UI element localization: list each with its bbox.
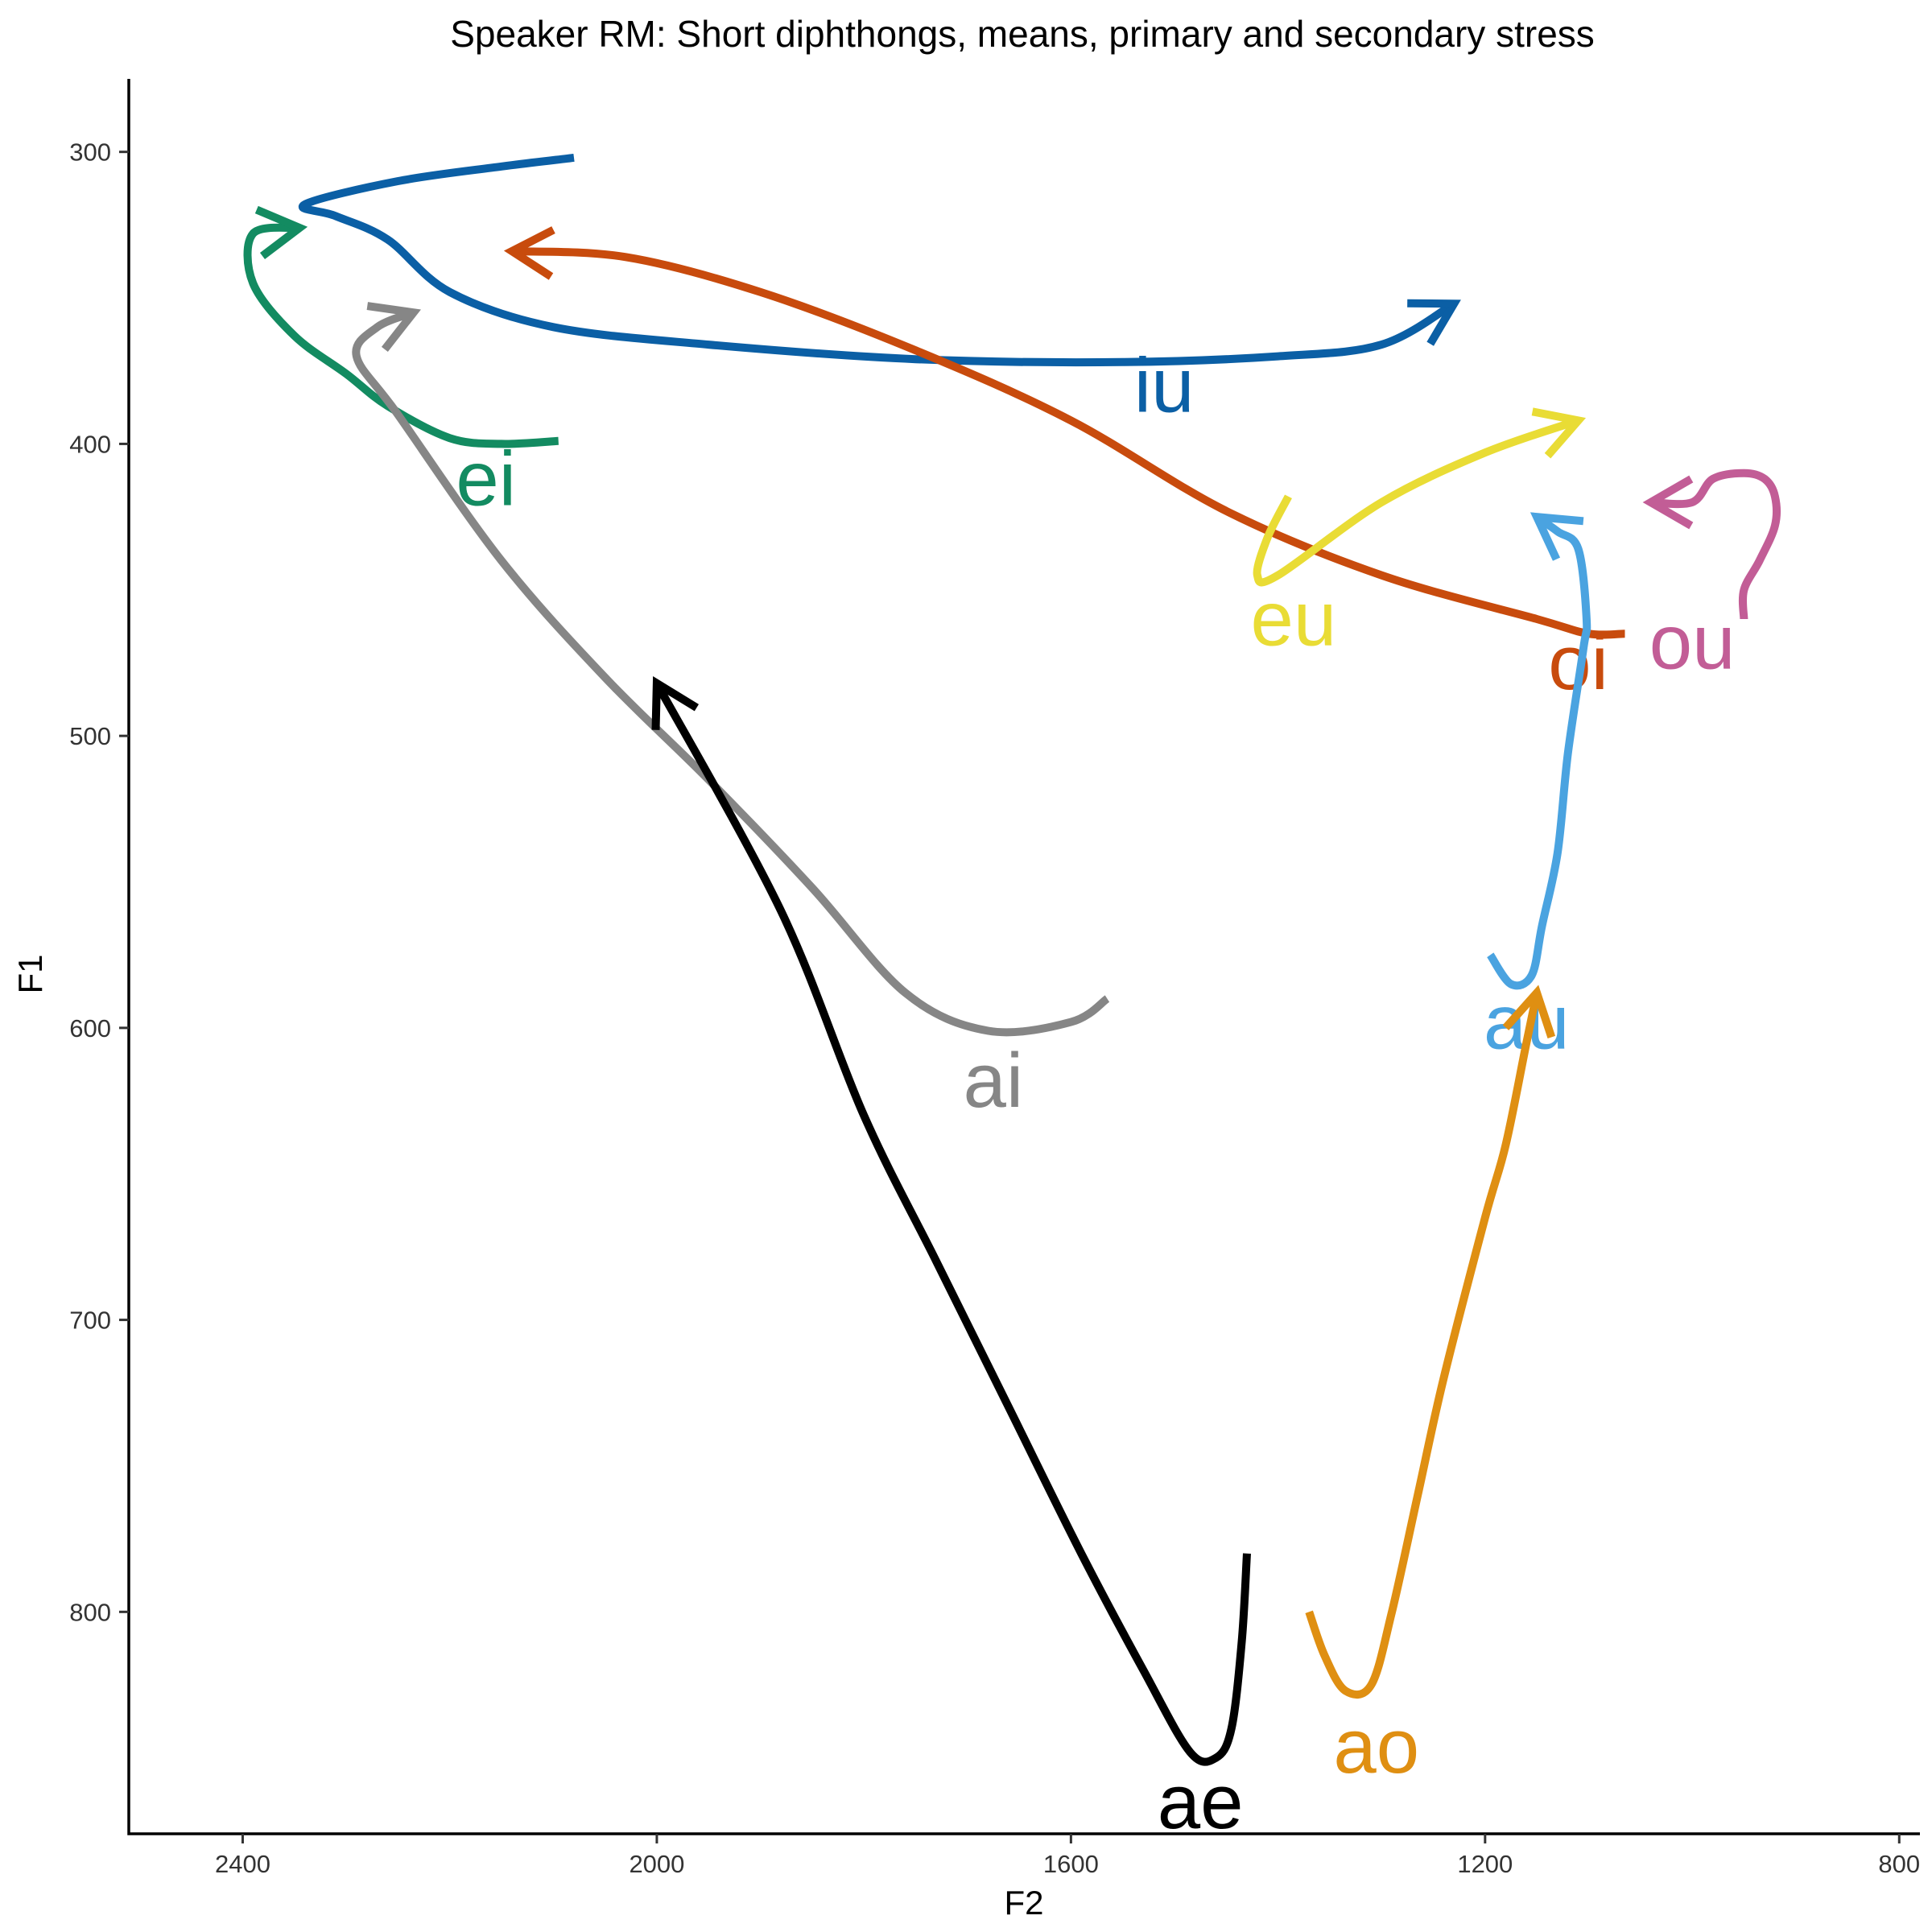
- x-axis-title: F2: [1004, 1884, 1043, 1922]
- x-tick-label: 2400: [215, 1850, 270, 1878]
- arrowhead-ao: [1502, 985, 1556, 1038]
- series-eu: eu: [1251, 407, 1587, 663]
- label-ai: ai: [964, 1038, 1024, 1124]
- arrowhead-eu: [1531, 407, 1587, 459]
- arrowhead-iu: [1407, 299, 1461, 346]
- series-iu: iu: [298, 153, 1461, 428]
- y-tick-label: 700: [69, 1307, 111, 1335]
- arrowhead-ae: [651, 676, 700, 730]
- series-au: au: [1484, 512, 1591, 1065]
- y-tick-label: 300: [69, 138, 111, 167]
- label-eu: eu: [1251, 576, 1337, 663]
- y-axis-title: F1: [11, 954, 49, 993]
- axes: 2400 2000 1600 1200 800 300 400 500 600 700 800: [69, 79, 1920, 1878]
- arrowhead-ou: [1642, 475, 1694, 530]
- trajectory-au: [1487, 513, 1591, 990]
- x-tick-label: 2000: [629, 1850, 684, 1878]
- series-ae: ae: [651, 676, 1251, 1845]
- label-iu: iu: [1134, 342, 1195, 428]
- y-tick-label: 400: [69, 430, 111, 458]
- arrowhead-au: [1530, 512, 1584, 561]
- series-ai: ai: [352, 302, 1110, 1124]
- axis-lines: [127, 79, 1920, 1835]
- trajectory-ae: [653, 681, 1251, 1766]
- arrowhead-oi: [503, 226, 555, 280]
- trajectory-ou: [1650, 469, 1781, 620]
- trajectory-oi: [511, 247, 1625, 639]
- chart-title: Speaker RM: Short diphthongs, means, pri…: [450, 13, 1595, 55]
- y-tick-label: 800: [69, 1598, 111, 1626]
- series-ao: ao: [1305, 985, 1556, 1790]
- trajectory-eu: [1253, 416, 1580, 587]
- trajectory-ai: [352, 308, 1110, 1037]
- trajectory-ao: [1305, 992, 1541, 1699]
- series-ou: ou: [1642, 469, 1781, 686]
- x-tick-label: 1200: [1457, 1850, 1513, 1878]
- x-tick-label: 800: [1878, 1850, 1920, 1878]
- series-ei: ei: [243, 205, 559, 522]
- y-tick-label: 600: [69, 1014, 111, 1042]
- label-ao: ao: [1333, 1703, 1419, 1790]
- label-ou: ou: [1649, 600, 1736, 686]
- arrowhead-ei: [254, 205, 308, 259]
- x-tick-label: 1600: [1043, 1850, 1099, 1878]
- label-ae: ae: [1158, 1759, 1244, 1845]
- trajectory-iu: [298, 153, 1456, 367]
- trajectory-ei: [243, 223, 559, 448]
- y-tick-label: 500: [69, 722, 111, 750]
- arrowhead-ai: [366, 302, 421, 352]
